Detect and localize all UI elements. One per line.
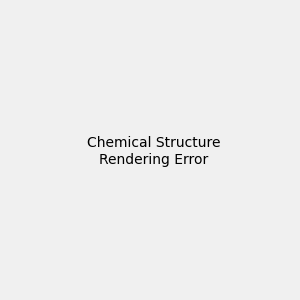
Text: Chemical Structure
Rendering Error: Chemical Structure Rendering Error	[87, 136, 220, 166]
